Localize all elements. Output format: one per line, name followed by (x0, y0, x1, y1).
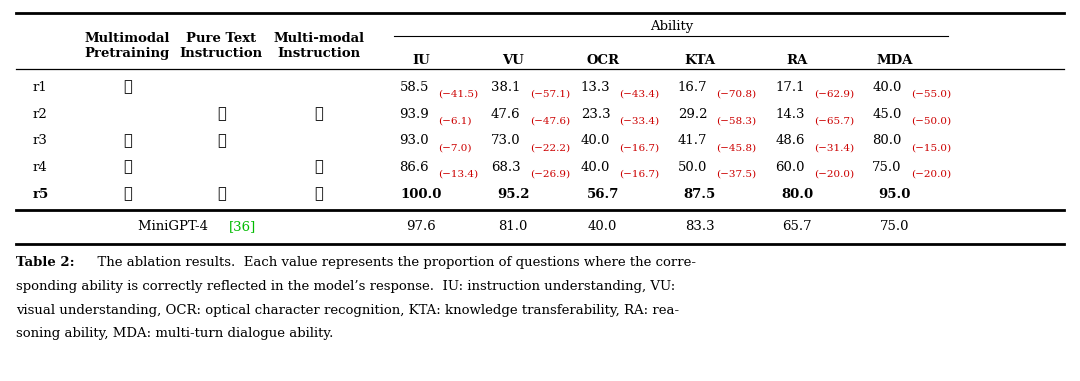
Text: (−45.8): (−45.8) (716, 143, 757, 152)
Text: 73.0: 73.0 (491, 134, 521, 147)
Text: ✓: ✓ (314, 107, 323, 121)
Text: (−55.0): (−55.0) (910, 90, 951, 99)
Text: (−37.5): (−37.5) (716, 170, 757, 179)
Text: ✓: ✓ (217, 134, 226, 148)
Text: 23.3: 23.3 (581, 108, 610, 121)
Text: 95.0: 95.0 (878, 188, 910, 201)
Text: Pure Text
Instruction: Pure Text Instruction (180, 32, 262, 60)
Text: MDA: MDA (876, 54, 913, 67)
Text: 40.0: 40.0 (588, 220, 618, 233)
Text: (−6.1): (−6.1) (437, 117, 471, 126)
Text: 93.0: 93.0 (400, 134, 429, 147)
Text: 56.7: 56.7 (586, 188, 619, 201)
Text: sponding ability is correctly reflected in the model’s response.  IU: instructio: sponding ability is correctly reflected … (16, 280, 675, 293)
Text: (−41.5): (−41.5) (437, 90, 478, 99)
Text: visual understanding, OCR: optical character recognition, KTA: knowledge transfe: visual understanding, OCR: optical chara… (16, 304, 679, 317)
Text: ✓: ✓ (123, 81, 132, 94)
Text: 29.2: 29.2 (678, 108, 707, 121)
Text: 47.6: 47.6 (491, 108, 521, 121)
Text: (−33.4): (−33.4) (619, 117, 660, 126)
Text: (−70.8): (−70.8) (716, 90, 757, 99)
Text: 50.0: 50.0 (678, 161, 707, 174)
Text: (−26.9): (−26.9) (529, 170, 570, 179)
Text: VU: VU (502, 54, 524, 67)
Text: 100.0: 100.0 (401, 188, 442, 201)
Text: (−47.6): (−47.6) (529, 117, 570, 126)
Text: 81.0: 81.0 (498, 220, 528, 233)
Text: (−43.4): (−43.4) (619, 90, 660, 99)
Text: ✓: ✓ (217, 107, 226, 121)
Text: The ablation results.  Each value represents the proportion of questions where t: The ablation results. Each value represe… (89, 256, 696, 269)
Text: 40.0: 40.0 (873, 81, 902, 94)
Text: 87.5: 87.5 (684, 188, 716, 201)
Text: (−15.0): (−15.0) (910, 143, 951, 152)
Text: 68.3: 68.3 (491, 161, 521, 174)
Text: 38.1: 38.1 (491, 81, 521, 94)
Text: ✓: ✓ (123, 187, 132, 201)
Text: IU: IU (413, 54, 430, 67)
Text: (−65.7): (−65.7) (813, 117, 854, 126)
Text: (−13.4): (−13.4) (437, 170, 478, 179)
Text: ✓: ✓ (314, 187, 323, 201)
Text: ✓: ✓ (123, 161, 132, 174)
Text: 17.1: 17.1 (775, 81, 805, 94)
Text: 16.7: 16.7 (678, 81, 707, 94)
Text: 58.5: 58.5 (400, 81, 429, 94)
Text: 83.3: 83.3 (685, 220, 715, 233)
Text: 14.3: 14.3 (775, 108, 805, 121)
Text: Multimodal
Pretraining: Multimodal Pretraining (84, 32, 171, 60)
Text: 65.7: 65.7 (782, 220, 812, 233)
Text: (−31.4): (−31.4) (813, 143, 854, 152)
Text: [36]: [36] (229, 220, 256, 233)
Text: KTA: KTA (685, 54, 715, 67)
Text: r1: r1 (32, 81, 48, 94)
Text: (−7.0): (−7.0) (437, 143, 471, 152)
Text: Multi-modal
Instruction: Multi-modal Instruction (273, 32, 364, 60)
Text: (−16.7): (−16.7) (619, 143, 660, 152)
Text: (−57.1): (−57.1) (529, 90, 570, 99)
Text: 75.0: 75.0 (879, 220, 909, 233)
Text: 41.7: 41.7 (678, 134, 707, 147)
Text: (−20.0): (−20.0) (910, 170, 951, 179)
Text: 75.0: 75.0 (873, 161, 902, 174)
Text: r5: r5 (32, 188, 49, 201)
Text: 48.6: 48.6 (775, 134, 805, 147)
Text: 97.6: 97.6 (406, 220, 436, 233)
Text: OCR: OCR (586, 54, 619, 67)
Text: 80.0: 80.0 (781, 188, 813, 201)
Text: ✓: ✓ (314, 161, 323, 174)
Text: 86.6: 86.6 (400, 161, 429, 174)
Text: soning ability, MDA: multi-turn dialogue ability.: soning ability, MDA: multi-turn dialogue… (16, 327, 334, 340)
Text: (−62.9): (−62.9) (813, 90, 854, 99)
Text: (−22.2): (−22.2) (529, 143, 570, 152)
Text: MiniGPT-4: MiniGPT-4 (138, 220, 212, 233)
Text: 40.0: 40.0 (581, 161, 610, 174)
Text: r4: r4 (32, 161, 48, 174)
Text: 13.3: 13.3 (581, 81, 610, 94)
Text: r2: r2 (32, 108, 48, 121)
Text: 45.0: 45.0 (873, 108, 902, 121)
Text: 93.9: 93.9 (400, 108, 429, 121)
Text: RA: RA (786, 54, 808, 67)
Text: ✓: ✓ (217, 187, 226, 201)
Text: r3: r3 (32, 134, 48, 147)
Text: (−20.0): (−20.0) (813, 170, 854, 179)
Text: 95.2: 95.2 (497, 188, 529, 201)
Text: Ability: Ability (649, 20, 693, 33)
Text: (−16.7): (−16.7) (619, 170, 660, 179)
Text: (−50.0): (−50.0) (910, 117, 951, 126)
Text: Table 2:: Table 2: (16, 256, 75, 269)
Text: 60.0: 60.0 (775, 161, 805, 174)
Text: 80.0: 80.0 (873, 134, 902, 147)
Text: 40.0: 40.0 (581, 134, 610, 147)
Text: (−58.3): (−58.3) (716, 117, 757, 126)
Text: ✓: ✓ (123, 134, 132, 148)
